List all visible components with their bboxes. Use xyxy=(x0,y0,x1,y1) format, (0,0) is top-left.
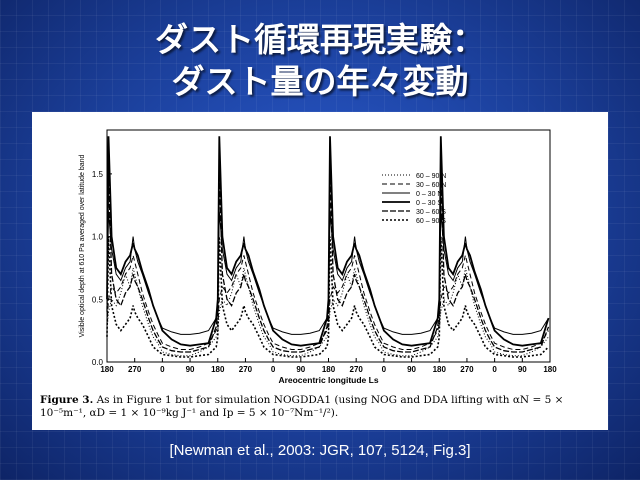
x-axis-label: Areocentric longitude Ls xyxy=(278,375,378,385)
x-tick-label: 180 xyxy=(543,365,557,374)
series-line xyxy=(106,267,549,357)
x-tick-label: 0 xyxy=(271,365,276,374)
legend-label: 60 – 90 S xyxy=(416,218,446,225)
x-tick-label: 180 xyxy=(211,365,225,374)
figure-caption: Figure 3. As in Figure 1 but for simulat… xyxy=(40,394,600,420)
figure-panel: 0.0 0.5 1.0 1.5 180 270 0 90 180 270 0 90 180 270 0 90 1… xyxy=(32,112,608,430)
x-tick-label: 180 xyxy=(322,365,336,374)
legend-label: 30 – 60 S xyxy=(416,209,446,216)
series-line xyxy=(106,236,550,358)
y-tick-label: 0.5 xyxy=(92,295,104,304)
x-tick-label: 180 xyxy=(433,365,447,374)
series-line xyxy=(106,255,549,350)
series-line xyxy=(106,136,550,347)
x-tick-label: 270 xyxy=(350,365,364,374)
figure-caption-text: As in Figure 1 but for simulation NOGDDA… xyxy=(40,394,564,419)
x-tick-label: 90 xyxy=(296,365,305,374)
slide-title-line1: ダスト循環再現実験： xyxy=(155,20,485,59)
line-chart: 0.0 0.5 1.0 1.5 180 270 0 90 180 270 0 90 180 270 0 90 1… xyxy=(79,129,557,385)
x-tick-label: 90 xyxy=(407,365,416,374)
y-tick-label: 1.0 xyxy=(92,233,104,242)
x-tick-label: 270 xyxy=(239,365,253,374)
x-tick-label: 270 xyxy=(128,365,142,374)
legend-label: 0 – 30 N xyxy=(416,191,442,198)
citation: [Newman et al., 2003: JGR, 107, 5124, Fi… xyxy=(169,442,471,459)
x-tick-label: 270 xyxy=(460,365,474,374)
x-tick-label: 0 xyxy=(492,365,497,374)
x-tick-label: 90 xyxy=(186,365,195,374)
x-tick-label: 0 xyxy=(382,365,387,374)
x-tick-label: 90 xyxy=(518,365,527,374)
y-tick-label: 1.5 xyxy=(92,170,104,179)
y-tick-label: 0.0 xyxy=(92,358,104,367)
x-tick-label: 180 xyxy=(100,365,114,374)
x-tick-label: 0 xyxy=(160,365,165,374)
legend-label: 60 – 90 N xyxy=(416,173,446,180)
slide-title-line2: ダスト量の年々変動 xyxy=(171,62,469,101)
series-line xyxy=(106,173,550,353)
y-axis-label: Visible optical depth at 610 Pa averaged… xyxy=(79,155,86,338)
legend-label: 0 – 30 S xyxy=(416,200,442,207)
figure-label: Figure 3. xyxy=(40,394,94,406)
legend-label: 30 – 60 N xyxy=(416,182,446,189)
